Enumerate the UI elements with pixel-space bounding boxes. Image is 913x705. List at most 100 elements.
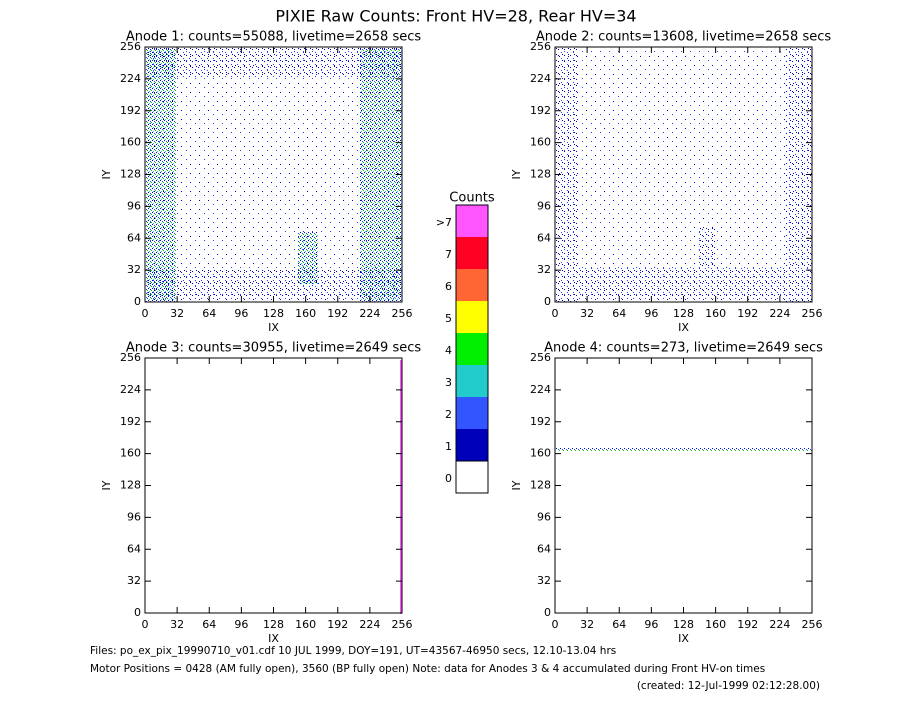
y-tick-label: 32	[537, 574, 551, 587]
x-axis-label: IX	[268, 632, 279, 645]
colorbar-label: 6	[445, 280, 452, 293]
x-tick-label: 160	[295, 307, 316, 320]
y-tick-label: 256	[120, 351, 141, 364]
colorbar-swatch	[456, 365, 488, 397]
x-tick-label: 160	[705, 618, 726, 631]
footer-files: Files: po_ex_pix_19990710_v01.cdf 10 JUL…	[90, 645, 616, 657]
y-axis-label: IY	[510, 480, 523, 490]
x-tick-label: 224	[769, 307, 790, 320]
x-tick-label: 160	[705, 307, 726, 320]
x-tick-label: 96	[234, 618, 248, 631]
y-tick-label: 128	[120, 168, 141, 181]
colorbar-title: Counts	[449, 191, 495, 206]
x-axis-label: IX	[678, 321, 689, 334]
colorbar-swatch	[456, 397, 488, 429]
footer-motor: Motor Positions = 0428 (AM fully open), …	[90, 663, 765, 675]
y-axis-label: IY	[100, 169, 113, 179]
y-tick-label: 160	[530, 136, 551, 149]
footer-created: (created: 12-Jul-1999 02:12:28.00)	[637, 680, 820, 692]
y-tick-label: 96	[537, 199, 551, 212]
x-tick-label: 192	[327, 618, 348, 631]
y-tick-label: 224	[120, 72, 141, 85]
y-tick-label: 32	[127, 263, 141, 276]
y-tick-label: 160	[530, 447, 551, 460]
y-tick-label: 0	[544, 295, 551, 308]
x-tick-label: 96	[644, 307, 658, 320]
y-tick-label: 192	[120, 104, 141, 117]
colorbar-label: 5	[445, 312, 452, 325]
colorbar-label: 3	[445, 376, 452, 389]
y-tick-label: 128	[530, 479, 551, 492]
x-tick-label: 128	[263, 307, 284, 320]
x-tick-label: 128	[673, 307, 694, 320]
y-tick-label: 64	[127, 231, 141, 244]
y-tick-label: 192	[120, 415, 141, 428]
x-axis-label: IX	[678, 632, 689, 645]
x-axis-label: IX	[268, 321, 279, 334]
x-tick-label: 32	[580, 618, 594, 631]
colorbar-frame	[455, 204, 489, 494]
y-tick-label: 32	[127, 574, 141, 587]
y-tick-label: 0	[134, 295, 141, 308]
x-tick-label: 224	[769, 618, 790, 631]
colorbar-swatch	[456, 429, 488, 461]
y-tick-label: 96	[537, 510, 551, 523]
y-tick-label: 224	[120, 383, 141, 396]
colorbar-swatch	[456, 205, 488, 237]
panel-title: Anode 2: counts=13608, livetime=2658 sec…	[536, 30, 832, 45]
x-tick-label: 192	[737, 618, 758, 631]
y-tick-label: 0	[544, 606, 551, 619]
x-tick-label: 160	[295, 618, 316, 631]
y-tick-label: 64	[537, 231, 551, 244]
y-tick-label: 224	[530, 383, 551, 396]
y-tick-label: 64	[127, 542, 141, 555]
y-tick-label: 128	[120, 479, 141, 492]
colorbar-label: 7	[445, 248, 452, 261]
colorbar-swatch	[456, 237, 488, 269]
y-tick-label: 192	[530, 415, 551, 428]
colorbar-swatch	[455, 460, 489, 494]
page-title: PIXIE Raw Counts: Front HV=28, Rear HV=3…	[275, 7, 636, 26]
x-tick-label: 256	[392, 307, 413, 320]
y-tick-label: 96	[127, 510, 141, 523]
colorbar-swatch	[456, 269, 488, 301]
x-tick-label: 128	[263, 618, 284, 631]
y-tick-label: 224	[530, 72, 551, 85]
colorbar-swatch	[456, 301, 488, 333]
x-tick-label: 0	[552, 307, 559, 320]
x-tick-label: 256	[392, 618, 413, 631]
colorbar-label: 4	[445, 344, 452, 357]
x-tick-label: 96	[644, 618, 658, 631]
x-tick-label: 96	[234, 307, 248, 320]
y-axis-label: IY	[100, 480, 113, 490]
y-tick-label: 96	[127, 199, 141, 212]
panel-title: Anode 1: counts=55088, livetime=2658 sec…	[126, 30, 422, 45]
y-tick-label: 0	[134, 606, 141, 619]
y-tick-label: 256	[530, 351, 551, 364]
panel-title: Anode 3: counts=30955, livetime=2649 sec…	[126, 341, 422, 356]
panel-title: Anode 4: counts=273, livetime=2649 secs	[544, 341, 823, 356]
x-tick-label: 64	[202, 307, 216, 320]
y-tick-label: 128	[530, 168, 551, 181]
x-tick-label: 32	[170, 618, 184, 631]
count-texture	[146, 48, 812, 614]
y-tick-label: 256	[120, 40, 141, 53]
y-tick-label: 256	[530, 40, 551, 53]
y-tick-label: 192	[530, 104, 551, 117]
x-tick-label: 0	[142, 307, 149, 320]
x-tick-label: 0	[142, 618, 149, 631]
colorbar-label: 1	[445, 440, 452, 453]
y-tick-label: 160	[120, 136, 141, 149]
y-axis-label: IY	[510, 169, 523, 179]
y-tick-label: 160	[120, 447, 141, 460]
x-tick-label: 64	[202, 618, 216, 631]
x-tick-label: 256	[802, 618, 823, 631]
y-tick-label: 32	[537, 263, 551, 276]
x-tick-label: 0	[552, 618, 559, 631]
x-tick-label: 64	[612, 618, 626, 631]
colorbar-label: >7	[436, 216, 452, 229]
colorbar-swatch	[456, 333, 488, 365]
x-tick-label: 32	[170, 307, 184, 320]
colorbar-label: 2	[445, 408, 452, 421]
